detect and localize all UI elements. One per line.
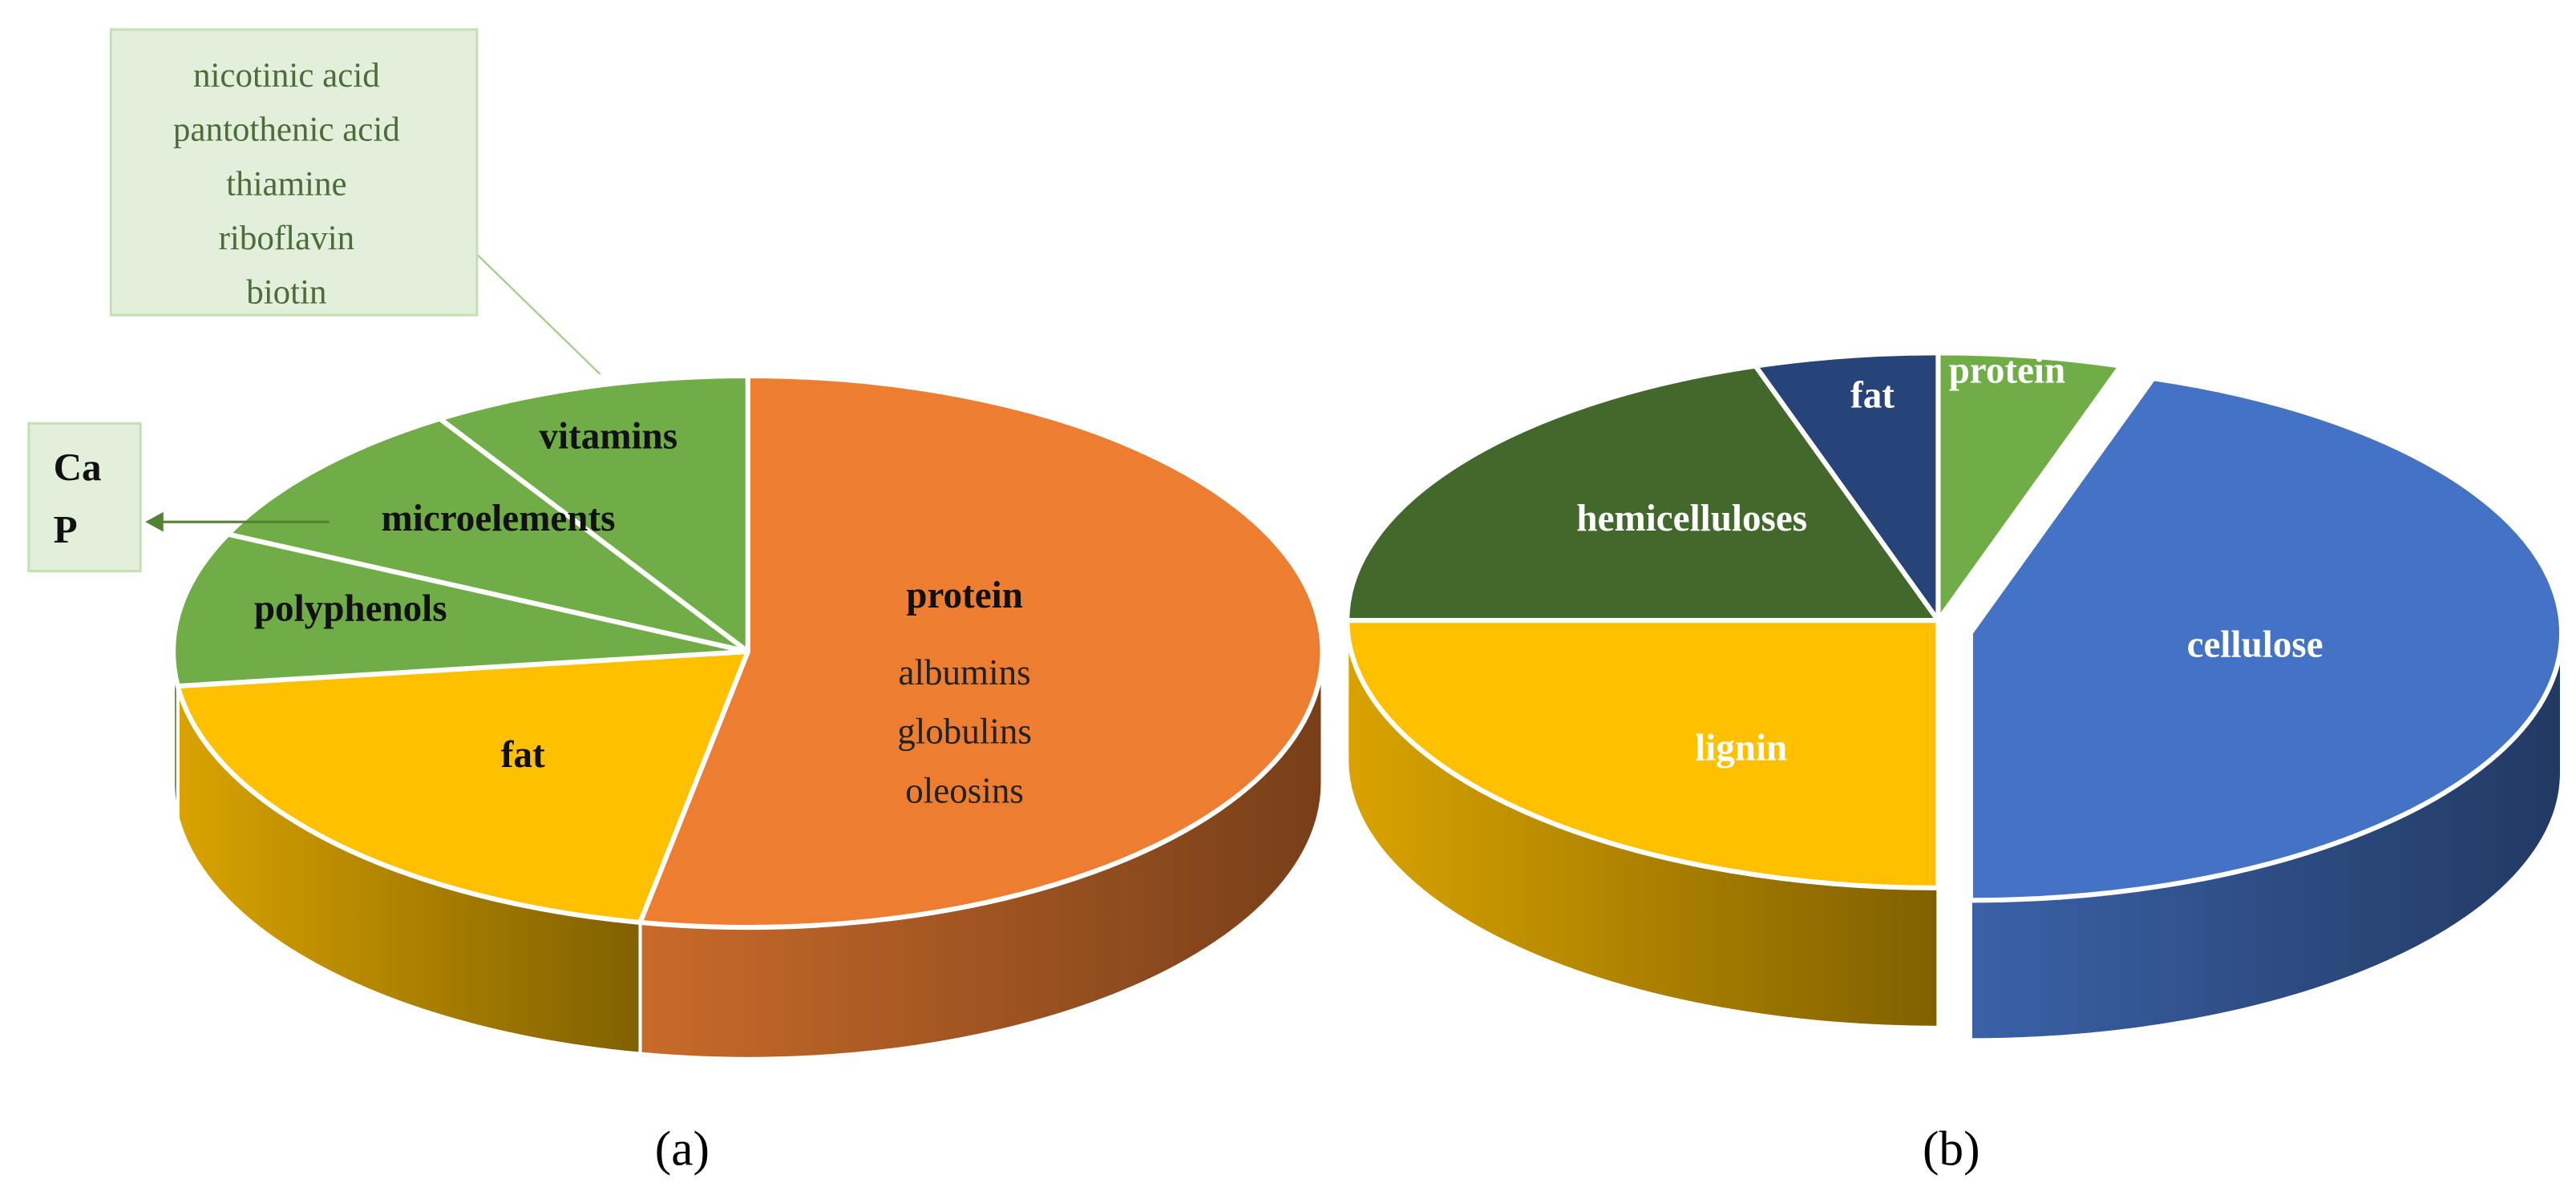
slice	[1345, 363, 1941, 624]
slice-label: microelements	[382, 498, 616, 539]
vitamin-name: pantothenic acid	[173, 111, 400, 149]
slice-label: polyphenols	[254, 588, 447, 630]
slice	[1967, 376, 2565, 903]
protein-detail: oleosins	[905, 770, 1024, 810]
slice	[1935, 350, 2124, 624]
microelement-name: P	[54, 507, 78, 551]
arrow-head	[145, 511, 164, 532]
panel-caption: (a)	[655, 1122, 710, 1177]
slice	[637, 373, 1325, 931]
vitamin-name: thiamine	[226, 165, 346, 203]
annotations: protein fat polyphenols microelements vitami…	[27, 28, 2323, 1177]
slice	[175, 648, 750, 925]
callout-box	[27, 422, 142, 573]
slice-label: protein	[1949, 350, 2066, 392]
vitamin-name: riboflavin	[219, 220, 355, 257]
callout-box	[109, 28, 479, 317]
slice-label: cellulose	[2187, 624, 2323, 666]
slice-label: lignin	[1695, 728, 1787, 769]
slice	[171, 531, 750, 689]
slice-label: fat	[1850, 374, 1895, 416]
microelement-name: Ca	[54, 445, 102, 489]
slice-label: protein	[906, 575, 1023, 616]
slice	[437, 373, 750, 655]
protein-detail: albumins	[899, 652, 1031, 692]
vitamin-name: biotin	[246, 273, 326, 311]
slice	[1345, 617, 1941, 890]
slice	[1753, 350, 1941, 624]
leader-line	[476, 253, 601, 375]
pie-tops	[171, 350, 2565, 931]
panel-caption: (b)	[1923, 1122, 1980, 1177]
slice-label: fat	[501, 734, 545, 776]
vitamin-name: nicotinic acid	[193, 57, 380, 95]
slice-label: vitamins	[539, 416, 677, 458]
protein-detail: globulins	[897, 712, 1032, 752]
slice-label: hemicelluloses	[1576, 498, 1807, 539]
